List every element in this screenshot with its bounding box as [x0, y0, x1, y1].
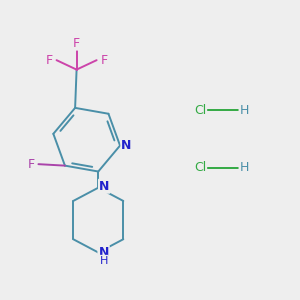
Text: N: N	[99, 180, 110, 193]
Text: F: F	[100, 54, 107, 67]
Text: N: N	[121, 139, 132, 152]
Text: F: F	[73, 37, 80, 50]
Text: F: F	[28, 158, 34, 171]
Text: Cl: Cl	[194, 161, 206, 174]
Text: H: H	[99, 256, 108, 266]
Text: N: N	[98, 246, 109, 259]
Text: H: H	[239, 104, 249, 117]
Text: H: H	[239, 161, 249, 174]
Text: F: F	[46, 54, 53, 67]
Text: Cl: Cl	[194, 104, 206, 117]
